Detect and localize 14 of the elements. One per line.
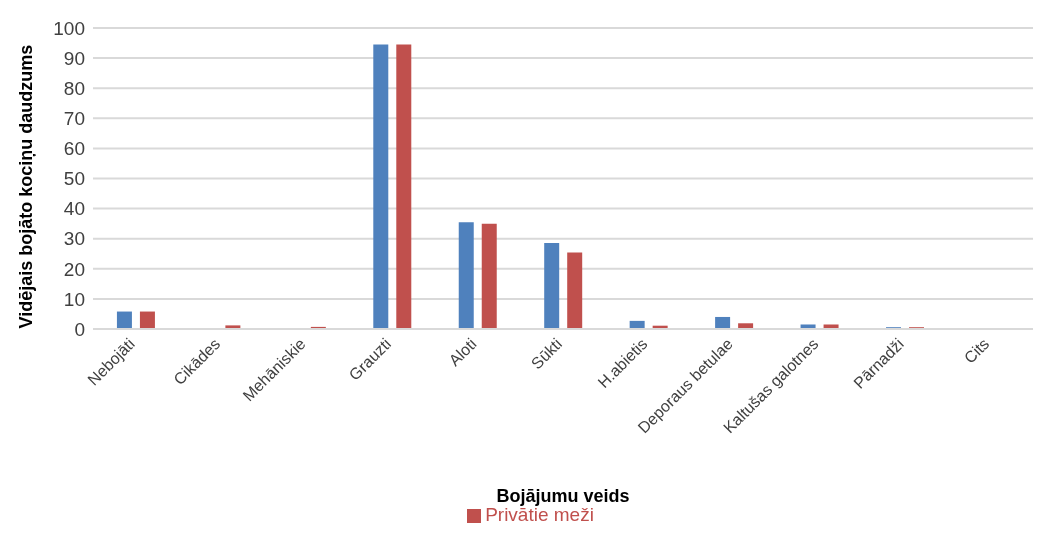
- y-tick-label: 0: [74, 318, 85, 340]
- y-tick-label: 10: [63, 288, 85, 310]
- x-axis-title: Bojājumu veids: [496, 486, 630, 506]
- y-tick-label: 60: [63, 138, 85, 160]
- y-tick-label: 70: [63, 108, 85, 130]
- y-tick-label: 80: [63, 77, 85, 99]
- x-tick-label: Cits: [960, 335, 993, 367]
- y-tick-label: 20: [63, 258, 85, 280]
- y-tick-label: 90: [63, 47, 85, 69]
- y-tick-label: 50: [63, 168, 85, 190]
- y-tick-label: 100: [53, 17, 85, 39]
- y-axis-title: Vidējais bojāto kociņu daudzums: [16, 44, 37, 329]
- y-tick-label: 30: [63, 228, 85, 250]
- y-tick-label: 40: [63, 198, 85, 220]
